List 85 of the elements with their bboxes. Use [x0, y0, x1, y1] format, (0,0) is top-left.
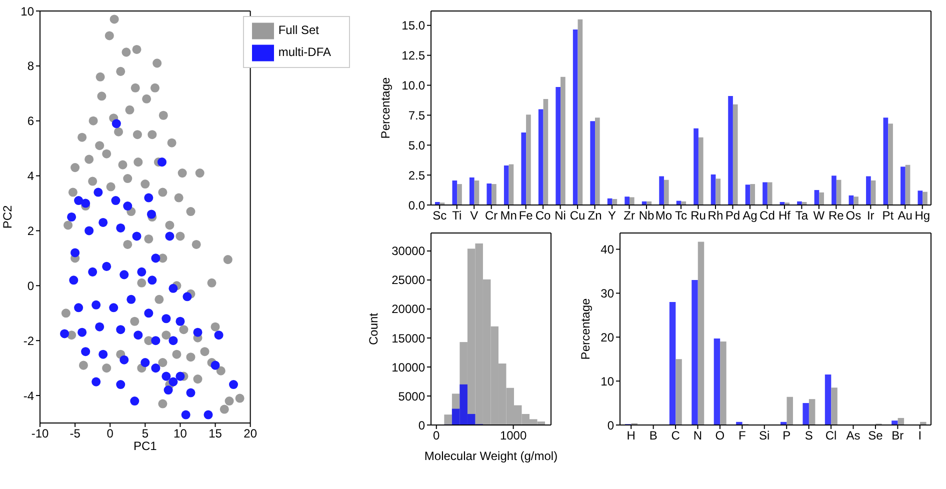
x-tick-label: Cd [760, 208, 775, 223]
y-tick-label: 0 [27, 278, 34, 293]
x-tick-label: Nb [638, 208, 655, 223]
x-tick-label: S [804, 428, 813, 443]
x-tick-label: Re [828, 208, 844, 223]
legend-label: multi-DFA [278, 45, 331, 60]
x-tick-label: O [715, 428, 725, 443]
y-tick-label: 5.0 [408, 138, 426, 152]
x-axis-title: Molecular Weight (g/mol) [424, 449, 558, 463]
x-tick-label: 1000 [500, 428, 527, 443]
y-tick-label: -4 [23, 388, 34, 403]
x-tick-label: Pt [882, 208, 894, 223]
y-tick-label: 12.5 [402, 48, 426, 63]
y-tick-label: 20000 [392, 302, 426, 316]
y-tick-label: 5000 [398, 389, 426, 404]
x-tick-label: Y [608, 208, 616, 223]
y-tick-label: 20 [600, 330, 614, 344]
x-tick-label: Hf [778, 208, 792, 223]
x-tick-label: Mn [500, 208, 517, 223]
y-tick-label: 40 [600, 242, 614, 257]
x-tick-label: Ru [690, 208, 706, 223]
y-tick-label: 2.5 [408, 168, 426, 182]
x-tick-label: C [671, 428, 680, 443]
y-tick-label: 10 [600, 374, 614, 388]
y-tick-label: 6 [27, 114, 34, 128]
y-axis-title: Percentage [578, 298, 592, 360]
y-axis-title: Count [366, 312, 380, 346]
y-tick-label: 0.0 [408, 198, 426, 212]
x-tick-label: P [782, 428, 791, 443]
x-tick-label: Cl [825, 428, 837, 443]
y-tick-label: 15000 [392, 331, 426, 346]
x-tick-label: 0 [106, 426, 114, 441]
x-tick-label: Hg [914, 208, 930, 223]
y-tick-label: 2 [27, 224, 34, 238]
y-tick-label: 10.0 [402, 78, 426, 93]
x-tick-label: Mo [655, 208, 672, 223]
y-tick-label: 4 [27, 169, 34, 184]
x-tick-label: Os [846, 208, 862, 223]
x-tick-label: Br [892, 428, 904, 443]
x-tick-label: Cr [485, 208, 498, 223]
x-tick-label: Ag [742, 208, 758, 223]
x-tick-label: Ti [452, 208, 462, 223]
x-tick-label: -5 [70, 426, 81, 441]
x-tick-label: Si [759, 428, 770, 443]
y-axis-title: Percentage [378, 76, 392, 139]
x-tick-label: 15 [208, 426, 222, 441]
y-tick-label: -2 [23, 334, 34, 348]
x-tick-label: Co [535, 208, 552, 223]
y-axis-title: PC2 [0, 205, 14, 229]
x-tick-label: Zr [624, 208, 635, 223]
x-tick-label: W [813, 208, 826, 223]
x-tick-label: F [738, 428, 746, 443]
x-tick-label: H [626, 428, 636, 443]
x-tick-label: Ta [795, 208, 808, 223]
y-tick-label: 25000 [392, 273, 426, 288]
x-tick-label: B [649, 428, 658, 443]
x-tick-label: Se [868, 428, 884, 443]
x-tick-label: Tc [675, 208, 687, 223]
legend-label: Full Set [278, 23, 320, 38]
x-tick-label: V [470, 208, 478, 223]
y-tick-label: 8 [27, 59, 34, 74]
y-tick-label: 7.5 [408, 108, 426, 122]
x-tick-label: As [846, 428, 860, 443]
x-tick-label: Sc [432, 208, 447, 223]
y-tick-label: 10000 [392, 360, 426, 374]
x-tick-label: 5 [142, 426, 149, 441]
x-tick-label: 0 [433, 428, 440, 443]
x-tick-label: Rh [708, 208, 724, 223]
x-tick-label: I [918, 428, 922, 443]
x-tick-label: Au [898, 208, 912, 223]
x-tick-label: Ni [554, 208, 566, 223]
x-tick-label: Fe [518, 208, 534, 223]
y-tick-label: 30 [600, 286, 614, 300]
x-tick-label: Pd [725, 208, 740, 223]
x-tick-label: -10 [31, 426, 49, 441]
x-tick-label: Cu [570, 208, 586, 223]
y-tick-label: 30000 [392, 244, 426, 258]
x-tick-label: 20 [244, 426, 258, 441]
x-tick-label: 10 [174, 426, 188, 441]
x-tick-label: Ir [866, 208, 874, 223]
y-tick-label: 15.0 [402, 18, 426, 33]
x-tick-label: Zn [588, 208, 602, 223]
x-axis-title: PC1 [133, 439, 158, 453]
y-tick-label: 10 [20, 4, 34, 18]
x-tick-label: N [693, 428, 702, 443]
